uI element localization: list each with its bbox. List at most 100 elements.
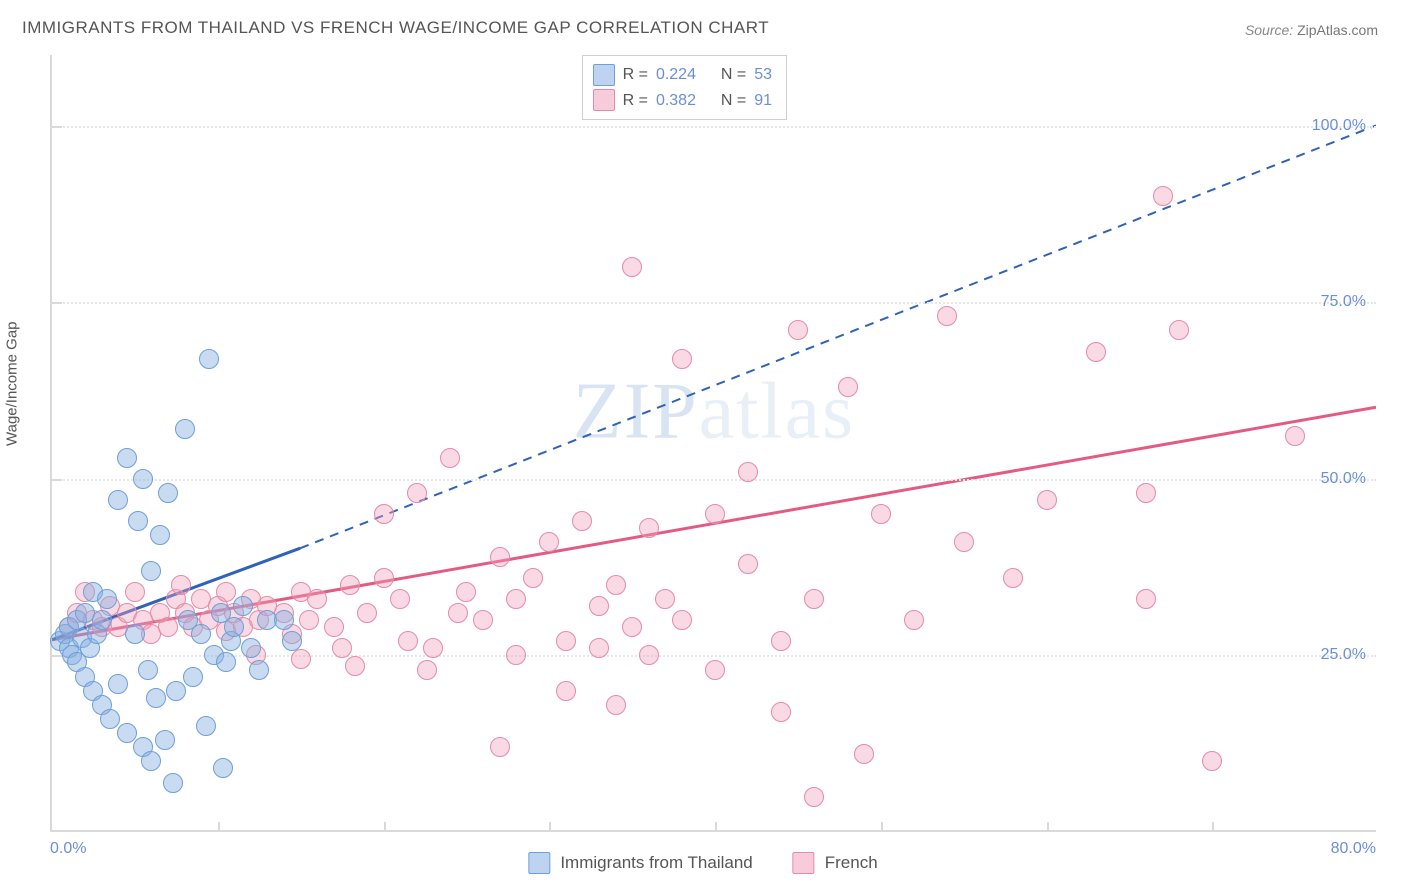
legend-label-2: French (825, 853, 878, 873)
data-point (788, 320, 808, 340)
data-point (390, 589, 410, 609)
source-label: Source: (1245, 22, 1293, 38)
legend-swatch-1 (528, 852, 550, 874)
data-point (249, 660, 269, 680)
data-point (904, 610, 924, 630)
data-point (175, 419, 195, 439)
data-point (183, 667, 203, 687)
data-point (606, 695, 626, 715)
data-point (191, 624, 211, 644)
data-point (374, 568, 394, 588)
data-point (1169, 320, 1189, 340)
data-point (771, 702, 791, 722)
data-point (158, 483, 178, 503)
data-point (141, 751, 161, 771)
data-point (705, 660, 725, 680)
legend-item-2: French (793, 852, 878, 874)
plot-area: ZIPatlas R = 0.224 N = 53 R = 0.382 (50, 55, 1376, 832)
data-point (340, 575, 360, 595)
data-point (163, 773, 183, 793)
legend-swatch-2 (793, 852, 815, 874)
data-point (345, 656, 365, 676)
chart-title: IMMIGRANTS FROM THAILAND VS FRENCH WAGE/… (22, 18, 769, 38)
data-point (655, 589, 675, 609)
data-point (97, 589, 117, 609)
watermark-zip: ZIP (573, 367, 699, 455)
data-point (233, 596, 253, 616)
data-point (141, 561, 161, 581)
data-point (937, 306, 957, 326)
data-point (166, 681, 186, 701)
data-point (1285, 426, 1305, 446)
data-point (374, 504, 394, 524)
stats-row-2: R = 0.382 N = 91 (593, 88, 772, 114)
data-point (150, 525, 170, 545)
stats-n-label-2: N = (721, 88, 746, 114)
watermark-atlas: atlas (699, 367, 856, 455)
data-point (738, 462, 758, 482)
data-point (100, 709, 120, 729)
data-point (407, 483, 427, 503)
chart-frame: ZIPatlas R = 0.224 N = 53 R = 0.382 (50, 55, 1376, 832)
data-point (506, 589, 526, 609)
source-attribution: Source: ZipAtlas.com (1245, 22, 1378, 38)
stats-r-value-2: 0.382 (656, 88, 696, 114)
legend-label-1: Immigrants from Thailand (560, 853, 752, 873)
bottom-legend: Immigrants from Thailand French (528, 852, 877, 874)
stats-r-value-1: 0.224 (656, 62, 696, 88)
data-point (672, 349, 692, 369)
data-point (738, 554, 758, 574)
data-point (216, 582, 236, 602)
data-point (1037, 490, 1057, 510)
stats-legend-box: R = 0.224 N = 53 R = 0.382 N = 91 (582, 55, 787, 120)
data-point (556, 681, 576, 701)
data-point (417, 660, 437, 680)
stats-n-value-1: 53 (754, 62, 772, 88)
data-point (241, 638, 261, 658)
data-point (490, 547, 510, 567)
data-point (398, 631, 418, 651)
data-point (291, 649, 311, 669)
data-point (556, 631, 576, 651)
data-point (138, 660, 158, 680)
data-point (171, 575, 191, 595)
data-point (622, 257, 642, 277)
data-point (854, 744, 874, 764)
data-point (589, 638, 609, 658)
gridline (52, 302, 1376, 304)
data-point (1136, 589, 1156, 609)
stats-r-label-2: R = (623, 88, 648, 114)
data-point (639, 645, 659, 665)
data-point (473, 610, 493, 630)
x-tick-label-left: 0.0% (50, 840, 86, 858)
stats-swatch-2 (593, 89, 615, 111)
data-point (307, 589, 327, 609)
data-point (117, 448, 137, 468)
stats-n-value-2: 91 (754, 88, 772, 114)
data-point (108, 674, 128, 694)
stats-swatch-1 (593, 64, 615, 86)
data-point (324, 617, 344, 637)
data-point (332, 638, 352, 658)
data-point (282, 631, 302, 651)
data-point (705, 504, 725, 524)
data-point (357, 603, 377, 623)
y-tick-label: 100.0% (1312, 117, 1366, 135)
y-tick-label: 50.0% (1321, 470, 1366, 488)
data-point (125, 582, 145, 602)
data-point (155, 730, 175, 750)
y-axis-label: Wage/Income Gap (4, 321, 21, 446)
data-point (1136, 483, 1156, 503)
data-point (838, 377, 858, 397)
data-point (448, 603, 468, 623)
data-point (539, 532, 559, 552)
data-point (589, 596, 609, 616)
y-tick-label: 75.0% (1321, 293, 1366, 311)
regression-lines (52, 55, 1376, 830)
data-point (108, 490, 128, 510)
stats-r-label-1: R = (623, 62, 648, 88)
stats-row-1: R = 0.224 N = 53 (593, 62, 772, 88)
data-point (456, 582, 476, 602)
data-point (196, 716, 216, 736)
data-point (125, 624, 145, 644)
